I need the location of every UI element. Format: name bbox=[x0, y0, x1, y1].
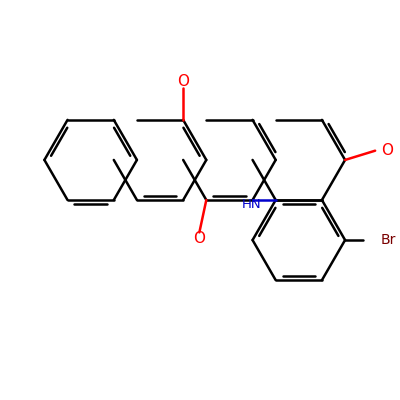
Text: O: O bbox=[177, 74, 189, 90]
Text: O: O bbox=[193, 231, 205, 246]
Text: Br: Br bbox=[381, 233, 396, 247]
Text: O: O bbox=[381, 143, 393, 158]
Text: HN: HN bbox=[241, 198, 261, 211]
